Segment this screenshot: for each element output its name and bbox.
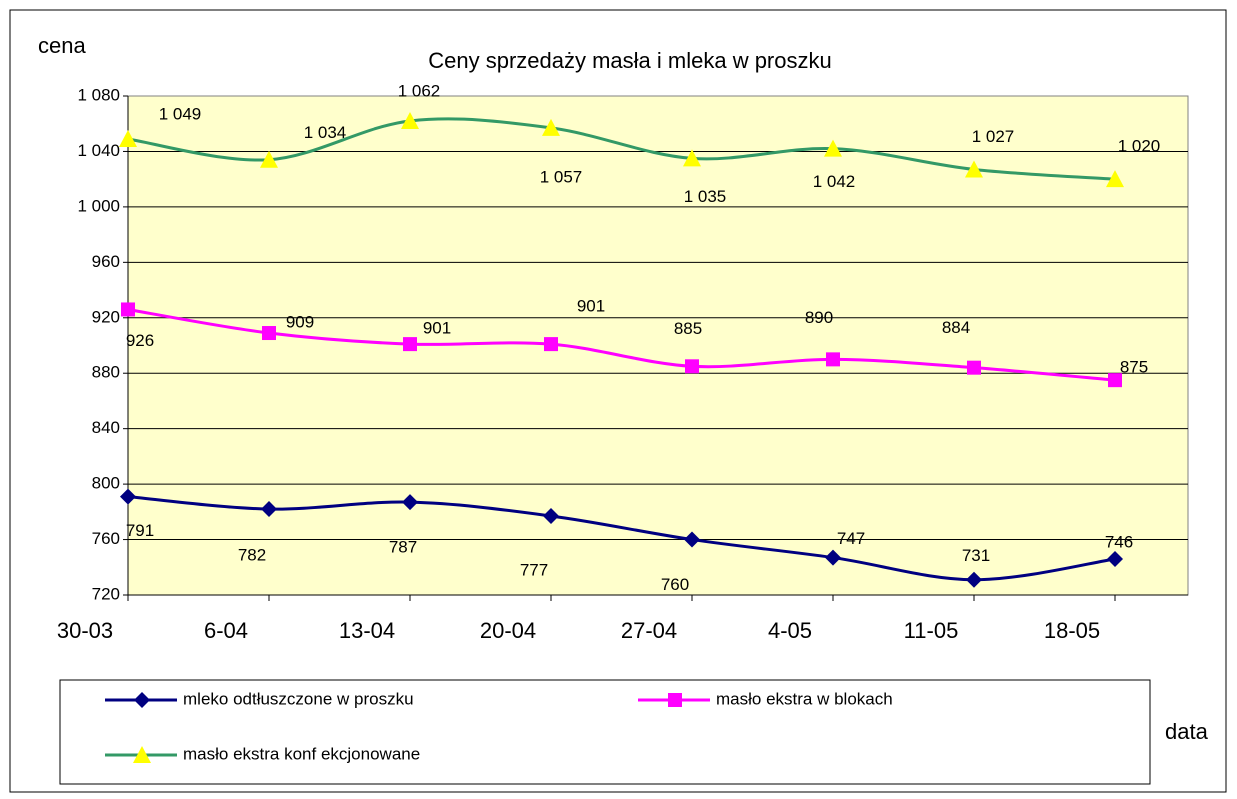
- data-label: 885: [674, 319, 702, 338]
- data-label: 1 062: [398, 81, 441, 100]
- data-label: 901: [577, 297, 605, 316]
- series-line: [127, 495, 1116, 582]
- data-point: [965, 160, 983, 178]
- y-tick-label: 920: [92, 307, 120, 326]
- series-line: [127, 307, 1116, 382]
- data-label: 791: [126, 521, 154, 540]
- x-tick-label: 4-05: [768, 618, 812, 643]
- x-tick-label: 30-03: [57, 618, 113, 643]
- y-tick-label: 800: [92, 474, 120, 493]
- data-point: [824, 139, 842, 157]
- data-label: 760: [661, 575, 689, 594]
- data-label: 1 027: [972, 127, 1015, 146]
- data-point: [119, 129, 137, 147]
- data-label: 890: [805, 308, 833, 327]
- y-tick-label: 760: [92, 529, 120, 548]
- data-label: 884: [942, 318, 970, 337]
- data-label: 746: [1105, 532, 1133, 551]
- x-tick-label: 11-05: [904, 618, 959, 643]
- data-label: 747: [837, 529, 865, 548]
- y-tick-label: 1 040: [77, 141, 120, 160]
- data-label: 1 057: [540, 167, 583, 186]
- data-point: [966, 571, 982, 588]
- y-tick-label: 720: [92, 584, 120, 603]
- data-label: 731: [962, 546, 990, 565]
- legend-label: masło ekstra konf ekcjonowane: [183, 744, 420, 763]
- x-tick-label: 27-04: [621, 618, 677, 643]
- data-label: 1 042: [813, 172, 856, 191]
- y-axis-label: cena: [38, 33, 86, 58]
- y-tick-label: 1 000: [77, 196, 120, 215]
- data-point: [260, 150, 278, 168]
- data-label: 777: [520, 560, 548, 579]
- data-point: [1107, 550, 1123, 567]
- x-tick-label: 13-04: [339, 618, 395, 643]
- data-point: [543, 507, 559, 524]
- legend-label: mleko odtłuszczone w proszku: [183, 689, 414, 708]
- data-label: 909: [286, 313, 314, 332]
- data-label: 782: [238, 546, 266, 565]
- data-label: 1 020: [1118, 137, 1161, 156]
- data-point: [1106, 170, 1124, 188]
- chart-title: Ceny sprzedaży masła i mleka w proszku: [428, 48, 831, 73]
- data-point: [403, 337, 417, 352]
- x-axis-label: data: [1165, 719, 1209, 744]
- x-tick-label: 18-05: [1044, 618, 1100, 643]
- data-point: [121, 302, 135, 317]
- data-point: [401, 111, 419, 129]
- y-tick-label: 960: [92, 252, 120, 271]
- y-tick-label: 840: [92, 418, 120, 437]
- data-label: 1 049: [159, 104, 202, 123]
- x-tick-label: 6-04: [204, 618, 248, 643]
- legend-box: [59, 679, 1151, 785]
- data-point: [684, 531, 700, 548]
- data-label: 875: [1120, 358, 1148, 377]
- data-label: 901: [423, 319, 451, 338]
- legend-label: masło ekstra w blokach: [716, 689, 893, 708]
- data-point: [826, 352, 840, 367]
- data-point: [402, 494, 418, 511]
- data-point: [542, 118, 560, 136]
- data-point: [685, 359, 699, 374]
- data-label: 1 034: [304, 123, 347, 142]
- x-tick-label: 20-04: [480, 618, 536, 643]
- plot-area: [127, 95, 1189, 596]
- series-line: [127, 117, 1116, 181]
- data-point: [261, 501, 277, 518]
- data-label: 787: [389, 538, 417, 557]
- data-label: 926: [126, 331, 154, 350]
- data-point: [825, 549, 841, 566]
- legend-marker: [668, 693, 682, 707]
- data-point: [120, 488, 136, 505]
- data-point: [262, 326, 276, 341]
- legend-marker: [134, 692, 150, 708]
- data-point: [683, 149, 701, 167]
- y-tick-label: 1 080: [77, 85, 120, 104]
- data-point: [1108, 373, 1122, 388]
- data-point: [544, 337, 558, 352]
- data-point: [967, 360, 981, 375]
- legend-marker: [133, 746, 151, 763]
- y-tick-label: 880: [92, 363, 120, 382]
- data-label: 1 035: [684, 187, 727, 206]
